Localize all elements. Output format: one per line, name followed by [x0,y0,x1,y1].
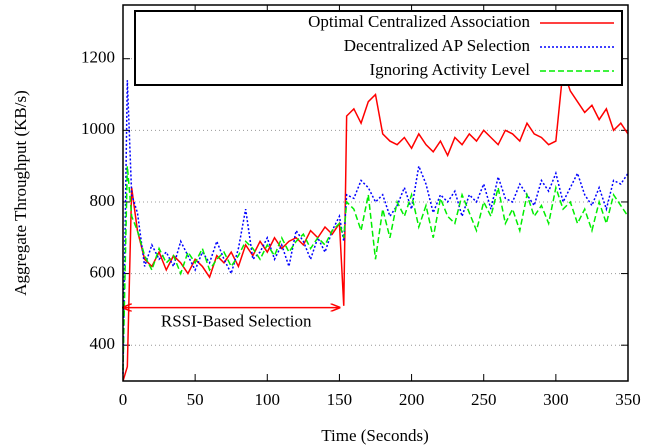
x-tick-label: 200 [399,390,425,409]
legend-label: Decentralized AP Selection [344,36,531,55]
x-tick-label: 300 [543,390,569,409]
series-line [122,80,629,374]
x-tick-label: 100 [255,390,281,409]
series-line [122,69,629,382]
x-tick-label: 0 [119,390,128,409]
y-axis-label: Aggregate Throughput (KB/s) [11,90,30,296]
series-line [122,166,629,371]
x-axis-label: Time (Seconds) [321,426,429,445]
y-tick-label: 400 [90,334,116,353]
y-tick-label: 800 [90,191,116,210]
y-tick-label: 1000 [81,119,115,138]
legend-label: Optimal Centralized Association [308,12,530,31]
x-tick-label: 150 [327,390,353,409]
plot-frame [122,4,629,382]
x-tick-label: 350 [615,390,641,409]
annotation-text: RSSI-Based Selection [161,311,312,330]
legend-label: Ignoring Activity Level [369,60,530,79]
x-tick-label: 250 [471,390,497,409]
y-tick-label: 600 [90,262,116,281]
y-tick-label: 1200 [81,48,115,67]
x-tick-label: 50 [187,390,204,409]
